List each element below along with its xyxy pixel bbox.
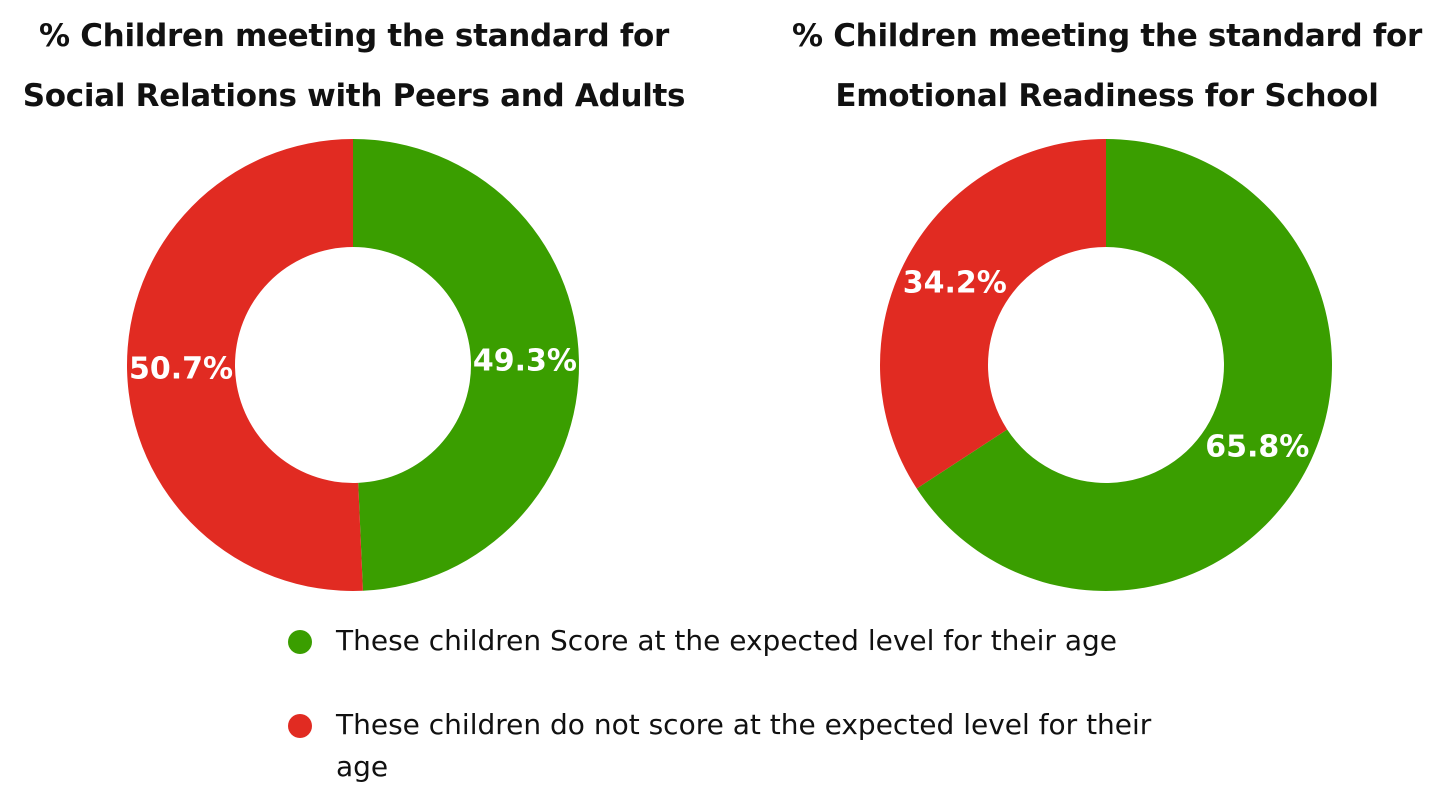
chart-title-line: Emotional Readiness for School [835, 78, 1379, 114]
donut-slice-not-meets [880, 139, 1106, 489]
slice-value-label: 50.7% [129, 351, 233, 386]
chart-title-social-relations: % Children meeting the standard for Soci… [0, 6, 714, 126]
chart-title-line: % Children meeting the standard for [791, 18, 1423, 54]
legend-label: These children Score at the expected lev… [336, 624, 1118, 657]
donut-slice-meets [353, 139, 579, 591]
legend-label: These children do not score at the expec… [336, 708, 1152, 783]
legend-swatch-red [288, 714, 312, 738]
donut-chart-emotional-readiness: 65.8% 34.2% [880, 139, 1332, 591]
slice-value-label: 65.8% [1205, 429, 1309, 464]
donut-slice-not-meets [126, 139, 363, 591]
chart-title-line: % Children meeting the standard for [38, 18, 670, 54]
legend-item-not-meeting-standard: These children do not score at the expec… [284, 704, 1224, 788]
legend-swatch-green [288, 630, 312, 654]
donut-slice-meets [916, 139, 1332, 591]
slice-value-label: 34.2% [903, 266, 1007, 301]
chart-title-line: Social Relations with Peers and Adults [22, 78, 686, 114]
chart-legend: These children Score at the expected lev… [284, 620, 1224, 788]
donut-chart-social-relations: 49.3% 50.7% [126, 139, 579, 591]
legend-item-meets-standard: These children Score at the expected lev… [284, 620, 1224, 662]
slice-value-label: 49.3% [473, 344, 577, 379]
chart-title-emotional-readiness: % Children meeting the standard for Emot… [747, 6, 1443, 126]
